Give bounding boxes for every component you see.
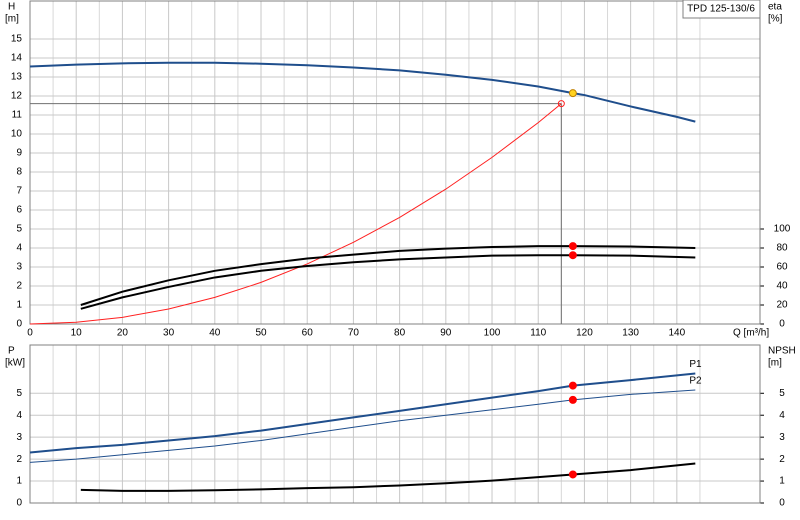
y2-tick-label: 80	[776, 243, 788, 254]
y-tick-label: 0	[16, 498, 22, 509]
y-axis-unit: [m]	[5, 14, 19, 25]
y-tick-label: 5	[16, 224, 22, 235]
curve-label: P2	[689, 376, 702, 387]
operating-point	[568, 470, 577, 479]
x-tick-label: 0	[27, 328, 33, 339]
y2-axis-label: NPSH	[768, 346, 796, 357]
operating-point	[568, 381, 577, 390]
y2-tick-label: 3	[779, 432, 785, 443]
y-tick-label: 0	[16, 319, 22, 330]
y2-tick-label: 2	[779, 454, 785, 465]
x-tick-label: 50	[255, 328, 267, 339]
y-tick-label: 8	[16, 167, 22, 178]
model-box	[682, 0, 761, 19]
y2-axis-unit: [m]	[768, 358, 782, 369]
y-axis-label: H	[8, 2, 15, 13]
y-tick-label: 15	[11, 34, 23, 45]
x-tick-label: 70	[348, 328, 360, 339]
x-tick-label: 40	[209, 328, 221, 339]
y2-tick-label: 60	[776, 262, 788, 273]
y-tick-label: 1	[16, 476, 22, 487]
curve	[80, 245, 696, 306]
y2-tick-label: 40	[776, 281, 788, 292]
y-tick-label: 2	[16, 281, 22, 292]
x-tick-label: 130	[622, 328, 639, 339]
x-tick-label: 10	[71, 328, 83, 339]
plot-frame	[29, 0, 761, 325]
y-tick-label: 2	[16, 454, 22, 465]
y-tick-label: 10	[11, 129, 23, 140]
y2-tick-label: 0	[779, 319, 785, 330]
y2-tick-label: 100	[774, 224, 791, 235]
y-tick-label: 7	[16, 186, 22, 197]
duty-point	[557, 100, 565, 108]
y-tick-label: 11	[12, 110, 23, 121]
operating-point	[568, 395, 577, 404]
x-tick-label: 140	[668, 328, 685, 339]
x-tick-label: 110	[530, 328, 546, 339]
operating-point	[568, 251, 577, 260]
model-label: TPD 125-130/6	[687, 4, 755, 15]
y2-tick-label: 1	[779, 476, 785, 487]
curve	[80, 462, 696, 492]
y-tick-label: 14	[11, 53, 23, 64]
operating-point	[568, 242, 577, 251]
y-tick-label: 4	[16, 410, 22, 421]
y2-tick-label: 0	[779, 498, 785, 509]
curve	[80, 254, 696, 310]
y-axis-label: P	[8, 346, 15, 357]
y-tick-label: 1	[16, 300, 22, 311]
y-tick-label: 4	[16, 243, 22, 254]
y-tick-label: 3	[16, 432, 22, 443]
y-tick-label: 9	[16, 148, 22, 159]
x-tick-label: 60	[302, 328, 314, 339]
y2-tick-label: 20	[776, 300, 788, 311]
x-tick-label: 30	[163, 328, 175, 339]
curve	[29, 389, 696, 463]
x-tick-label: 20	[117, 328, 129, 339]
curve-label: P1	[689, 359, 702, 370]
y-tick-label: 3	[16, 262, 22, 273]
curve	[29, 372, 696, 454]
y-tick-label: 12	[11, 91, 23, 102]
curve	[29, 103, 562, 325]
y-tick-label: 5	[16, 388, 22, 399]
plot-frame	[29, 344, 761, 504]
operating-point	[568, 89, 577, 98]
y2-tick-label: 4	[779, 410, 785, 421]
y-tick-label: 6	[16, 205, 22, 216]
x-tick-label: 90	[440, 328, 452, 339]
y2-axis-unit: [%]	[768, 14, 783, 25]
y-tick-label: 13	[11, 72, 23, 83]
x-tick-label: 120	[576, 328, 593, 339]
y-axis-unit: [kW]	[5, 358, 25, 369]
y2-axis-label: eta	[768, 2, 782, 13]
y2-tick-label: 5	[779, 388, 785, 399]
curve	[29, 61, 696, 123]
x-axis-label: Q [m³/h]	[733, 328, 769, 339]
x-tick-label: 100	[484, 328, 501, 339]
x-tick-label: 80	[394, 328, 406, 339]
